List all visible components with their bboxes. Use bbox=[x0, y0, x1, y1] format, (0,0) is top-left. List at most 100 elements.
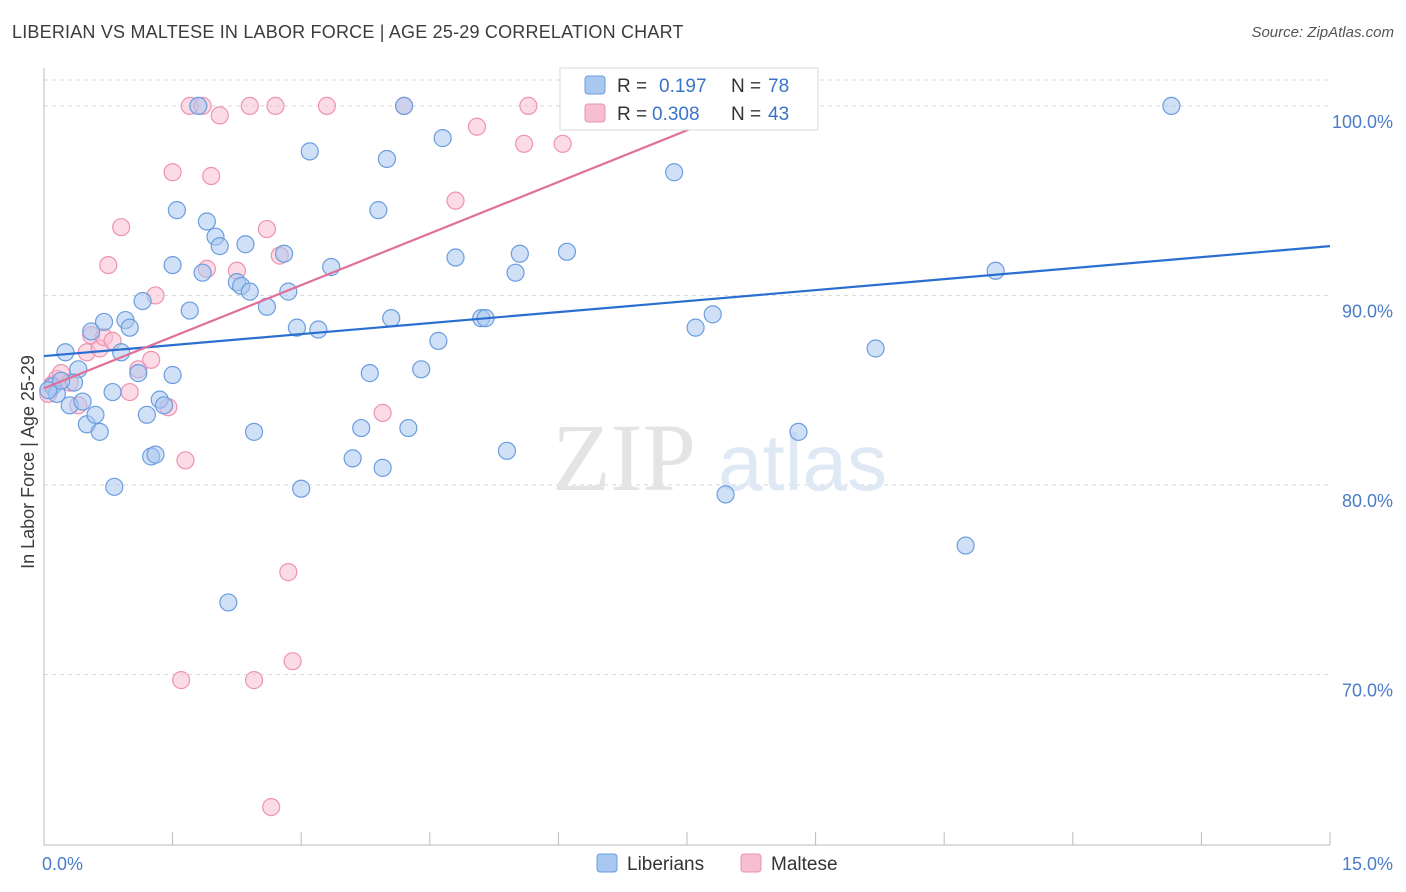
maltese-point bbox=[163, 163, 182, 182]
liberian-point bbox=[377, 149, 397, 169]
y-tick-label: 90.0% bbox=[1342, 301, 1393, 321]
maltese-point bbox=[446, 191, 465, 210]
maltese-point bbox=[244, 671, 264, 690]
legend-r-value-1: 0.197 bbox=[659, 76, 707, 97]
liberian-point bbox=[180, 301, 199, 320]
liberian-point bbox=[399, 418, 418, 438]
legend-swatch-liberians bbox=[584, 75, 606, 95]
y-tick-label: 100.0% bbox=[1332, 112, 1393, 132]
y-axis-label: In Labor Force | Age 25-29 bbox=[18, 355, 38, 569]
legend-n-value-2: 43 bbox=[768, 104, 789, 125]
liberian-point bbox=[429, 331, 448, 350]
liberian-point bbox=[90, 422, 109, 441]
liberian-point bbox=[86, 405, 105, 424]
liberian-point bbox=[244, 422, 264, 441]
maltese-point bbox=[262, 797, 281, 817]
maltese-points bbox=[39, 96, 572, 817]
liberian-point bbox=[309, 320, 328, 339]
maltese-point bbox=[519, 96, 538, 116]
liberian-point bbox=[163, 255, 182, 275]
bottom-legend-maltese: Maltese bbox=[771, 854, 838, 875]
maltese-point bbox=[240, 96, 259, 116]
liberian-point bbox=[686, 318, 705, 337]
legend-swatch-maltese bbox=[584, 103, 606, 123]
y-tick-label: 70.0% bbox=[1342, 680, 1393, 700]
liberian-trend-line bbox=[43, 245, 1331, 358]
liberian-point bbox=[360, 364, 379, 383]
x-tick-marks bbox=[43, 832, 1331, 845]
liberian-point bbox=[94, 312, 114, 332]
legend-n-label-1: N = bbox=[731, 76, 761, 97]
liberian-point bbox=[103, 382, 122, 402]
maltese-point bbox=[172, 671, 191, 690]
maltese-point bbox=[176, 451, 195, 470]
tick-labels: 70.0% 80.0% 90.0% 100.0% 0.0% 15.0% bbox=[42, 112, 1393, 874]
liberian-point bbox=[866, 339, 885, 358]
liberian-point bbox=[716, 485, 735, 504]
liberian-point bbox=[193, 263, 212, 282]
liberian-point bbox=[73, 392, 92, 411]
maltese-point bbox=[202, 166, 221, 186]
liberian-point bbox=[394, 96, 414, 116]
maltese-point bbox=[210, 106, 229, 125]
grid-lines bbox=[44, 79, 1330, 675]
maltese-point bbox=[467, 117, 487, 136]
liberian-point bbox=[82, 322, 101, 341]
bottom-legend-swatch-maltese bbox=[740, 853, 762, 873]
liberian-point bbox=[274, 244, 294, 263]
stats-legend: R = 0.197 N = 78 R = 0.308 N = 43 bbox=[559, 67, 819, 131]
maltese-point bbox=[279, 563, 298, 582]
maltese-point bbox=[112, 218, 131, 237]
liberian-point bbox=[146, 445, 165, 464]
maltese-point bbox=[317, 96, 337, 116]
liberian-point bbox=[703, 305, 722, 324]
liberian-point bbox=[129, 364, 148, 383]
liberian-point bbox=[287, 318, 307, 337]
liberian-point bbox=[240, 282, 259, 301]
liberian-point bbox=[665, 163, 684, 182]
liberian-point bbox=[557, 242, 577, 261]
liberian-point bbox=[382, 309, 401, 328]
liberian-point bbox=[412, 360, 431, 379]
source-label: Source: ZipAtlas.com bbox=[1251, 24, 1394, 41]
maltese-point bbox=[99, 255, 118, 275]
legend-n-label-2: N = bbox=[731, 104, 761, 125]
liberian-point bbox=[352, 418, 371, 438]
maltese-point bbox=[120, 382, 139, 402]
liberian-point bbox=[446, 248, 465, 267]
x-tick-label: 15.0% bbox=[1342, 854, 1393, 874]
liberian-point bbox=[373, 458, 392, 477]
liberian-point bbox=[292, 479, 311, 498]
chart-title: LIBERIAN VS MALTESE IN LABOR FORCE | AGE… bbox=[12, 22, 684, 42]
bottom-legend: Liberians Maltese bbox=[596, 853, 838, 875]
liberian-point bbox=[343, 449, 362, 468]
liberian-point bbox=[789, 422, 808, 441]
maltese-point bbox=[283, 652, 302, 671]
liberian-point bbox=[1162, 96, 1181, 116]
trend-lines bbox=[43, 108, 1331, 390]
liberian-point bbox=[105, 477, 124, 496]
maltese-point bbox=[373, 403, 392, 423]
liberian-point bbox=[219, 593, 238, 612]
liberian-point bbox=[120, 318, 139, 337]
y-tick-label: 80.0% bbox=[1342, 491, 1393, 511]
liberian-point bbox=[210, 237, 229, 256]
liberian-point bbox=[369, 201, 388, 220]
legend-r-value-2: 0.308 bbox=[652, 104, 700, 125]
liberian-point bbox=[137, 405, 156, 424]
legend-n-value-1: 78 bbox=[768, 76, 789, 97]
liberian-point bbox=[510, 244, 529, 263]
liberian-point bbox=[197, 212, 216, 231]
maltese-point bbox=[142, 350, 161, 369]
x-tick-label: 0.0% bbox=[42, 854, 83, 874]
liberian-point bbox=[167, 201, 186, 220]
maltese-point bbox=[553, 134, 572, 153]
liberians-points bbox=[39, 96, 1181, 612]
legend-r-label-1: R = bbox=[617, 76, 647, 97]
liberian-point bbox=[956, 536, 975, 555]
liberian-point bbox=[236, 235, 255, 254]
bottom-legend-liberians: Liberians bbox=[627, 854, 704, 875]
liberian-point bbox=[497, 441, 517, 460]
maltese-point bbox=[266, 96, 285, 116]
liberian-point bbox=[189, 96, 208, 116]
